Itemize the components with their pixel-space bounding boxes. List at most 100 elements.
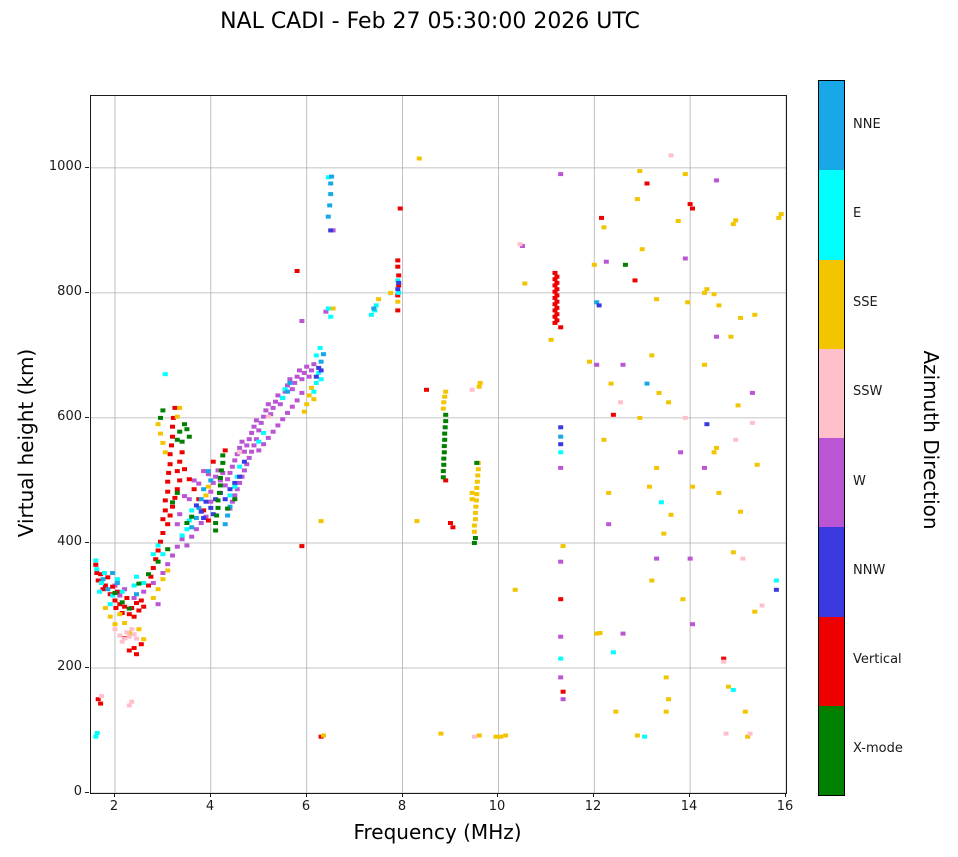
data-point [93, 558, 99, 563]
data-point [610, 412, 616, 417]
data-point [472, 517, 478, 522]
x-tick-mark [210, 793, 211, 797]
data-point [498, 734, 504, 739]
data-point [217, 483, 223, 488]
data-point [752, 609, 758, 614]
data-point [217, 478, 223, 483]
data-point [752, 312, 758, 317]
data-point [126, 612, 132, 617]
data-point [376, 297, 382, 302]
data-point [517, 242, 523, 247]
data-point [184, 527, 190, 532]
data-point [558, 442, 564, 447]
data-point [730, 222, 736, 227]
data-point [299, 377, 305, 382]
data-point [198, 497, 204, 502]
data-point [711, 292, 717, 297]
data-point [162, 508, 168, 513]
data-point [723, 731, 729, 736]
data-point [205, 484, 211, 489]
data-point [203, 493, 209, 498]
data-point [131, 632, 137, 637]
data-point [442, 425, 448, 430]
data-point [158, 415, 163, 420]
data-point [558, 434, 564, 439]
data-point [203, 499, 209, 504]
data-point [165, 562, 171, 567]
data-point [666, 400, 672, 405]
data-point [294, 374, 300, 379]
data-point [637, 415, 643, 420]
data-point [294, 398, 300, 403]
colorbar-segment-nnw [819, 527, 844, 617]
data-point [162, 450, 168, 455]
data-point [613, 709, 619, 714]
x-tick-label: 16 [776, 799, 794, 814]
data-point [552, 270, 558, 275]
data-point [476, 733, 482, 738]
data-point [150, 581, 156, 585]
data-point [522, 281, 528, 286]
colorbar-label-nnw: NNW [853, 563, 886, 578]
data-point [309, 368, 314, 373]
y-tick-mark [85, 792, 89, 793]
data-point [131, 646, 137, 650]
data-point [329, 174, 335, 179]
data-point [620, 631, 626, 636]
data-point [512, 587, 518, 592]
data-point [443, 389, 449, 394]
y-axis-label: Virtual height (km) [14, 348, 38, 538]
data-point [225, 513, 231, 518]
data-point [552, 314, 558, 319]
data-point [442, 431, 448, 436]
data-point [552, 283, 558, 288]
data-point [742, 709, 748, 714]
data-point [110, 571, 116, 575]
colorbar-label-vertical: Vertical [853, 652, 902, 667]
data-point [368, 312, 374, 317]
data-point [251, 443, 257, 448]
data-point [244, 462, 250, 467]
data-point [395, 293, 401, 298]
data-point [634, 197, 640, 202]
data-point [450, 525, 456, 530]
data-point [193, 516, 199, 520]
data-point [205, 469, 211, 474]
data-point [311, 362, 317, 367]
data-point [299, 390, 305, 395]
data-point [608, 381, 614, 386]
data-point [225, 506, 231, 511]
data-point [162, 372, 168, 377]
data-point [603, 259, 609, 264]
data-point [189, 514, 195, 519]
data-point [280, 417, 286, 422]
data-point [263, 408, 269, 413]
x-tick-label: 8 [397, 799, 407, 814]
data-point [241, 459, 247, 464]
data-point [220, 453, 226, 458]
data-point [126, 648, 132, 653]
data-point [102, 583, 108, 588]
data-point [668, 153, 674, 158]
data-point [189, 534, 195, 539]
data-point [599, 215, 604, 220]
data-point [318, 359, 324, 364]
data-point [443, 478, 449, 483]
data-point [186, 518, 192, 523]
colorbar-label-nne: NNE [853, 117, 881, 132]
data-point [148, 574, 154, 579]
data-point [165, 547, 171, 552]
data-point [773, 578, 779, 583]
data-point [174, 522, 180, 527]
data-point [685, 300, 691, 305]
data-point [642, 734, 648, 739]
data-point [687, 556, 693, 561]
data-point [309, 385, 314, 390]
data-point [160, 440, 166, 445]
data-point [552, 295, 558, 300]
data-point [270, 429, 276, 434]
data-point [134, 574, 139, 579]
data-point [442, 437, 448, 442]
data-point [735, 403, 741, 408]
data-point [170, 500, 175, 505]
